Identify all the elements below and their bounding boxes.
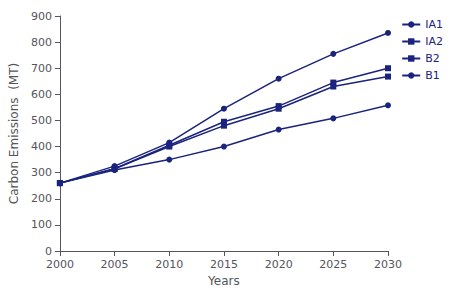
svg-text:100: 100 <box>31 218 52 231</box>
svg-text:2030: 2030 <box>374 258 402 271</box>
svg-text:300: 300 <box>31 166 52 179</box>
svg-text:2005: 2005 <box>101 258 129 271</box>
svg-text:700: 700 <box>31 62 52 75</box>
svg-text:B2: B2 <box>425 52 440 65</box>
svg-text:2010: 2010 <box>155 258 183 271</box>
svg-text:500: 500 <box>31 114 52 127</box>
svg-text:Carbon Emissions (MT): Carbon Emissions (MT) <box>7 63 21 204</box>
svg-text:900: 900 <box>31 10 52 23</box>
svg-text:0: 0 <box>45 245 52 258</box>
svg-text:B1: B1 <box>425 69 440 82</box>
svg-text:2020: 2020 <box>265 258 293 271</box>
svg-text:IA2: IA2 <box>425 35 443 48</box>
svg-text:600: 600 <box>31 88 52 101</box>
svg-text:2025: 2025 <box>319 258 347 271</box>
svg-text:2000: 2000 <box>46 258 74 271</box>
svg-text:Years: Years <box>207 274 240 288</box>
svg-text:2015: 2015 <box>210 258 238 271</box>
svg-text:IA1: IA1 <box>425 18 443 31</box>
svg-text:800: 800 <box>31 36 52 49</box>
svg-text:200: 200 <box>31 192 52 205</box>
svg-text:400: 400 <box>31 140 52 153</box>
